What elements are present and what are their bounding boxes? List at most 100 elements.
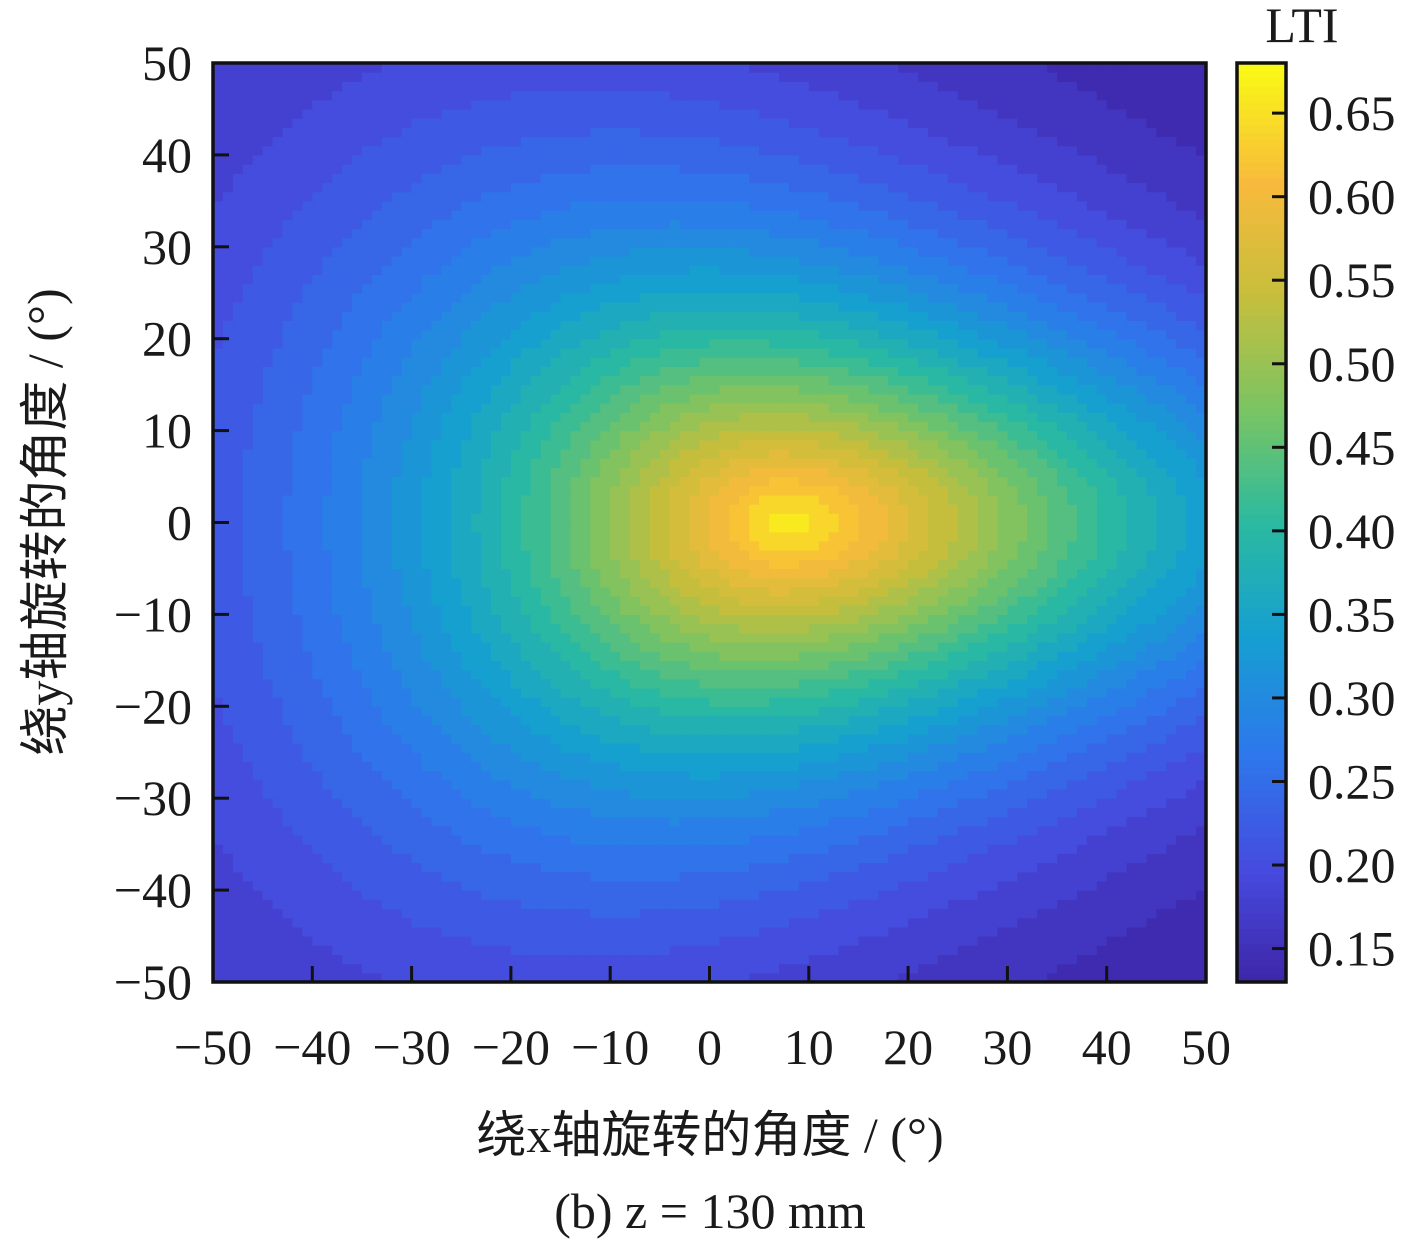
contour-cell (381, 779, 393, 790)
contour-cell (421, 825, 433, 836)
contour-cell (252, 890, 264, 900)
contour-cell (481, 798, 492, 808)
contour-cell (421, 430, 433, 441)
contour-cell (342, 568, 353, 579)
contour-cell (272, 853, 284, 864)
contour-cell (262, 752, 274, 763)
contour-cell (222, 99, 234, 110)
contour-cell (302, 357, 313, 367)
contour-cell (520, 743, 532, 753)
contour-cell (222, 412, 234, 423)
contour-cell (520, 90, 532, 101)
contour-cell (689, 403, 701, 413)
contour-cell (232, 412, 244, 423)
contour-cell (342, 807, 353, 818)
contour-cell (342, 963, 353, 974)
contour-cell (272, 926, 284, 937)
contour-cell (510, 467, 522, 478)
contour-cell (580, 586, 591, 597)
contour-cell (540, 596, 552, 606)
contour-cell (411, 623, 423, 634)
contour-cell (620, 430, 631, 441)
contour-cell (649, 430, 661, 441)
contour-cell (669, 844, 681, 854)
contour-cell (371, 384, 383, 395)
contour-cell (262, 99, 274, 110)
contour-cell (689, 825, 701, 836)
contour-cell (471, 540, 482, 551)
contour-cell (411, 972, 423, 982)
contour-cell (689, 945, 701, 956)
contour-cell (620, 108, 631, 119)
contour-cell (689, 467, 701, 478)
contour-cell (451, 844, 462, 854)
contour-cell (510, 228, 522, 239)
contour-cell (381, 357, 393, 367)
contour-cell (312, 945, 323, 956)
contour-cell (639, 862, 651, 873)
contour-cell (222, 154, 234, 165)
contour-cell (491, 320, 502, 331)
contour-cell (580, 798, 591, 808)
contour-cell (451, 605, 462, 615)
contour-cell (649, 108, 661, 119)
contour-cell (322, 458, 333, 468)
contour-cell (381, 596, 393, 606)
contour-cell (481, 853, 492, 864)
contour-cell (302, 890, 313, 900)
contour-cell (441, 191, 452, 202)
contour-cell (411, 632, 423, 643)
contour-cell (560, 577, 572, 588)
contour-cell (421, 311, 433, 321)
contour-cell (352, 577, 363, 588)
contour-cell (361, 724, 373, 735)
contour-cell (580, 301, 591, 312)
contour-cell (371, 246, 383, 257)
contour-cell (371, 467, 383, 478)
contour-cell (312, 632, 323, 643)
contour-cell (649, 329, 661, 340)
contour-cell (560, 274, 572, 285)
contour-cell (332, 200, 343, 211)
contour-cell (500, 715, 512, 726)
contour-cell (630, 164, 641, 174)
contour-cell (302, 99, 313, 110)
contour-cell (441, 504, 452, 514)
contour-cell (332, 789, 343, 799)
contour-cell (213, 255, 224, 266)
contour-cell (471, 228, 482, 239)
contour-cell (560, 568, 572, 579)
contour-cell (540, 522, 552, 533)
contour-cell (659, 421, 671, 432)
contour-cell (659, 908, 671, 919)
contour-cell (689, 862, 701, 873)
contour-cell (272, 357, 284, 367)
contour-cell (600, 908, 611, 919)
contour-cell (213, 357, 224, 367)
contour-cell (262, 853, 274, 864)
contour-cell (332, 945, 343, 956)
contour-cell (302, 329, 313, 340)
contour-cell (649, 660, 661, 671)
contour-cell (401, 72, 413, 82)
contour-cell (600, 173, 611, 184)
contour-cell (222, 430, 234, 441)
contour-cell (620, 862, 631, 873)
contour-cell (213, 779, 224, 790)
contour-cell (441, 246, 452, 257)
contour-cell (560, 926, 572, 937)
contour-cell (620, 550, 631, 560)
contour-cell (332, 485, 343, 496)
contour-cell (451, 770, 462, 781)
contour-cell (530, 936, 542, 946)
contour-cell (232, 586, 244, 597)
contour-cell (659, 504, 671, 514)
contour-cell (510, 164, 522, 174)
contour-cell (560, 715, 572, 726)
contour-cell (649, 182, 661, 193)
contour-cell (381, 687, 393, 698)
contour-cell (451, 255, 462, 266)
contour-cell (352, 890, 363, 900)
contour-cell (222, 724, 234, 735)
contour-cell (431, 752, 442, 763)
